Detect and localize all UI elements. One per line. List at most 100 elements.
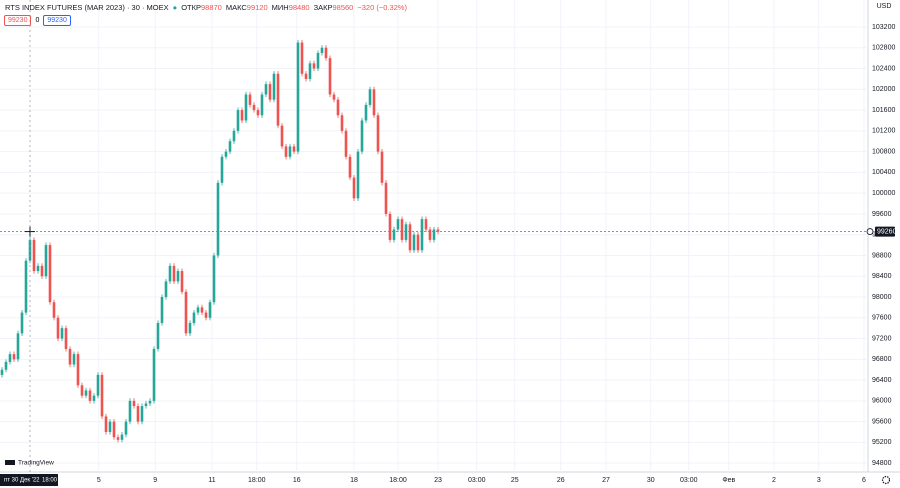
- candle-body: [140, 406, 144, 422]
- ohlc-label: ЗАКР: [313, 3, 333, 12]
- candle-body: [16, 333, 20, 360]
- x-tick-label: 11: [208, 477, 215, 484]
- y-tick-label: 95200: [872, 439, 892, 446]
- x-tick-label: 18:00: [389, 477, 407, 484]
- candle-body: [292, 146, 296, 152]
- crosshair-date-box: [0, 474, 58, 486]
- candle-body: [436, 229, 440, 232]
- y-tick-label: 94800: [872, 460, 892, 467]
- candle-body: [252, 104, 256, 111]
- y-tick-label: 96800: [872, 356, 892, 363]
- candle-body: [208, 302, 212, 318]
- candle-body: [164, 281, 168, 298]
- candle-body: [348, 156, 352, 178]
- candle-body: [224, 151, 228, 157]
- y-tick-label: 98400: [872, 273, 892, 280]
- candle-body: [368, 89, 372, 105]
- candle-body: [304, 73, 308, 79]
- chart-title: RTS INDEX FUTURES (MAR 2023) · 30 · MOEX: [5, 3, 169, 12]
- ohlc-value: 98870: [200, 3, 222, 12]
- x-tick-label: 26: [557, 477, 565, 484]
- candle-body: [388, 213, 392, 240]
- candle-body: [352, 177, 356, 199]
- y-tick-label: 96000: [872, 398, 892, 405]
- last-price-label: 99260: [877, 228, 897, 235]
- candle-body: [104, 416, 108, 433]
- candle-body: [416, 234, 420, 251]
- change: −320 (−0.32%): [357, 3, 407, 12]
- candle-body: [248, 94, 252, 105]
- candle-body: [184, 291, 188, 334]
- candle-body: [120, 434, 124, 440]
- y-tick-label: 101600: [872, 107, 895, 114]
- candle-body: [76, 354, 80, 386]
- candle-body: [176, 271, 180, 282]
- candle-body: [392, 229, 396, 240]
- candle-body: [300, 42, 304, 74]
- y-tick-label: 103200: [872, 24, 895, 31]
- x-tick-label: 18: [350, 477, 358, 484]
- candle-body: [412, 234, 416, 251]
- candle-body: [20, 312, 24, 334]
- x-tick-label: 03:00: [680, 477, 698, 484]
- brand-logo: [5, 460, 15, 465]
- x-tick-label: 23: [434, 477, 442, 484]
- candle-body: [40, 265, 44, 277]
- candle-body: [124, 421, 128, 435]
- candle-body: [152, 348, 156, 401]
- candle-body: [344, 130, 348, 157]
- candle-body: [264, 84, 268, 95]
- candle-body: [144, 403, 148, 407]
- settings-icon[interactable]: [881, 475, 891, 485]
- ohlc-label: ОТКР: [181, 3, 201, 12]
- candle-body: [48, 245, 52, 303]
- candle-body: [8, 354, 12, 362]
- candle-body: [212, 255, 216, 303]
- candle-body: [172, 265, 176, 282]
- candle-body: [332, 94, 336, 100]
- sell-box[interactable]: 99230: [4, 15, 32, 26]
- candle-body: [328, 58, 332, 95]
- currency: USD: [877, 3, 892, 10]
- candle-body: [408, 224, 412, 251]
- candle-body: [316, 52, 320, 69]
- candles: [0, 39, 440, 443]
- candle-body: [364, 104, 368, 121]
- y-tick-label: 98000: [872, 294, 892, 301]
- spread: 0: [35, 17, 40, 24]
- candle-body: [12, 354, 16, 360]
- candle-body: [296, 42, 300, 152]
- y-tick-label: 100800: [872, 148, 895, 155]
- candle-body: [56, 317, 60, 339]
- order-boxes: 99230 0 99230: [4, 15, 71, 26]
- candle-body: [4, 361, 8, 370]
- candle-body: [384, 182, 388, 214]
- y-tick-label: 98800: [872, 252, 892, 259]
- candle-body: [136, 406, 140, 422]
- candle-body: [44, 245, 48, 277]
- candle-body: [336, 99, 340, 116]
- candle-body: [244, 94, 248, 121]
- candle-body: [36, 265, 40, 272]
- candle-body: [320, 47, 324, 53]
- ohlc-legend: ОТКР98870 МАКС99120 МИН98480 ЗАКР98560: [181, 3, 353, 12]
- y-tick-label: 100400: [872, 169, 895, 176]
- buy-box[interactable]: 99230: [43, 15, 71, 26]
- candle-body: [228, 141, 232, 152]
- y-tick-label: 97200: [872, 335, 892, 342]
- candle-body: [32, 239, 36, 272]
- y-tick-label: 99600: [872, 211, 892, 218]
- candle-body: [180, 271, 184, 292]
- candle-body: [268, 84, 272, 100]
- crosshair-time: 18:00: [42, 478, 58, 484]
- last-price-box: [875, 226, 895, 237]
- x-tick-label: 16: [293, 477, 301, 484]
- candle-body: [64, 328, 68, 349]
- candle-body: [236, 110, 240, 131]
- candle-body: [376, 115, 380, 152]
- candle-body: [280, 125, 284, 147]
- candle-body: [260, 94, 264, 116]
- x-tick-label: 25: [511, 477, 519, 484]
